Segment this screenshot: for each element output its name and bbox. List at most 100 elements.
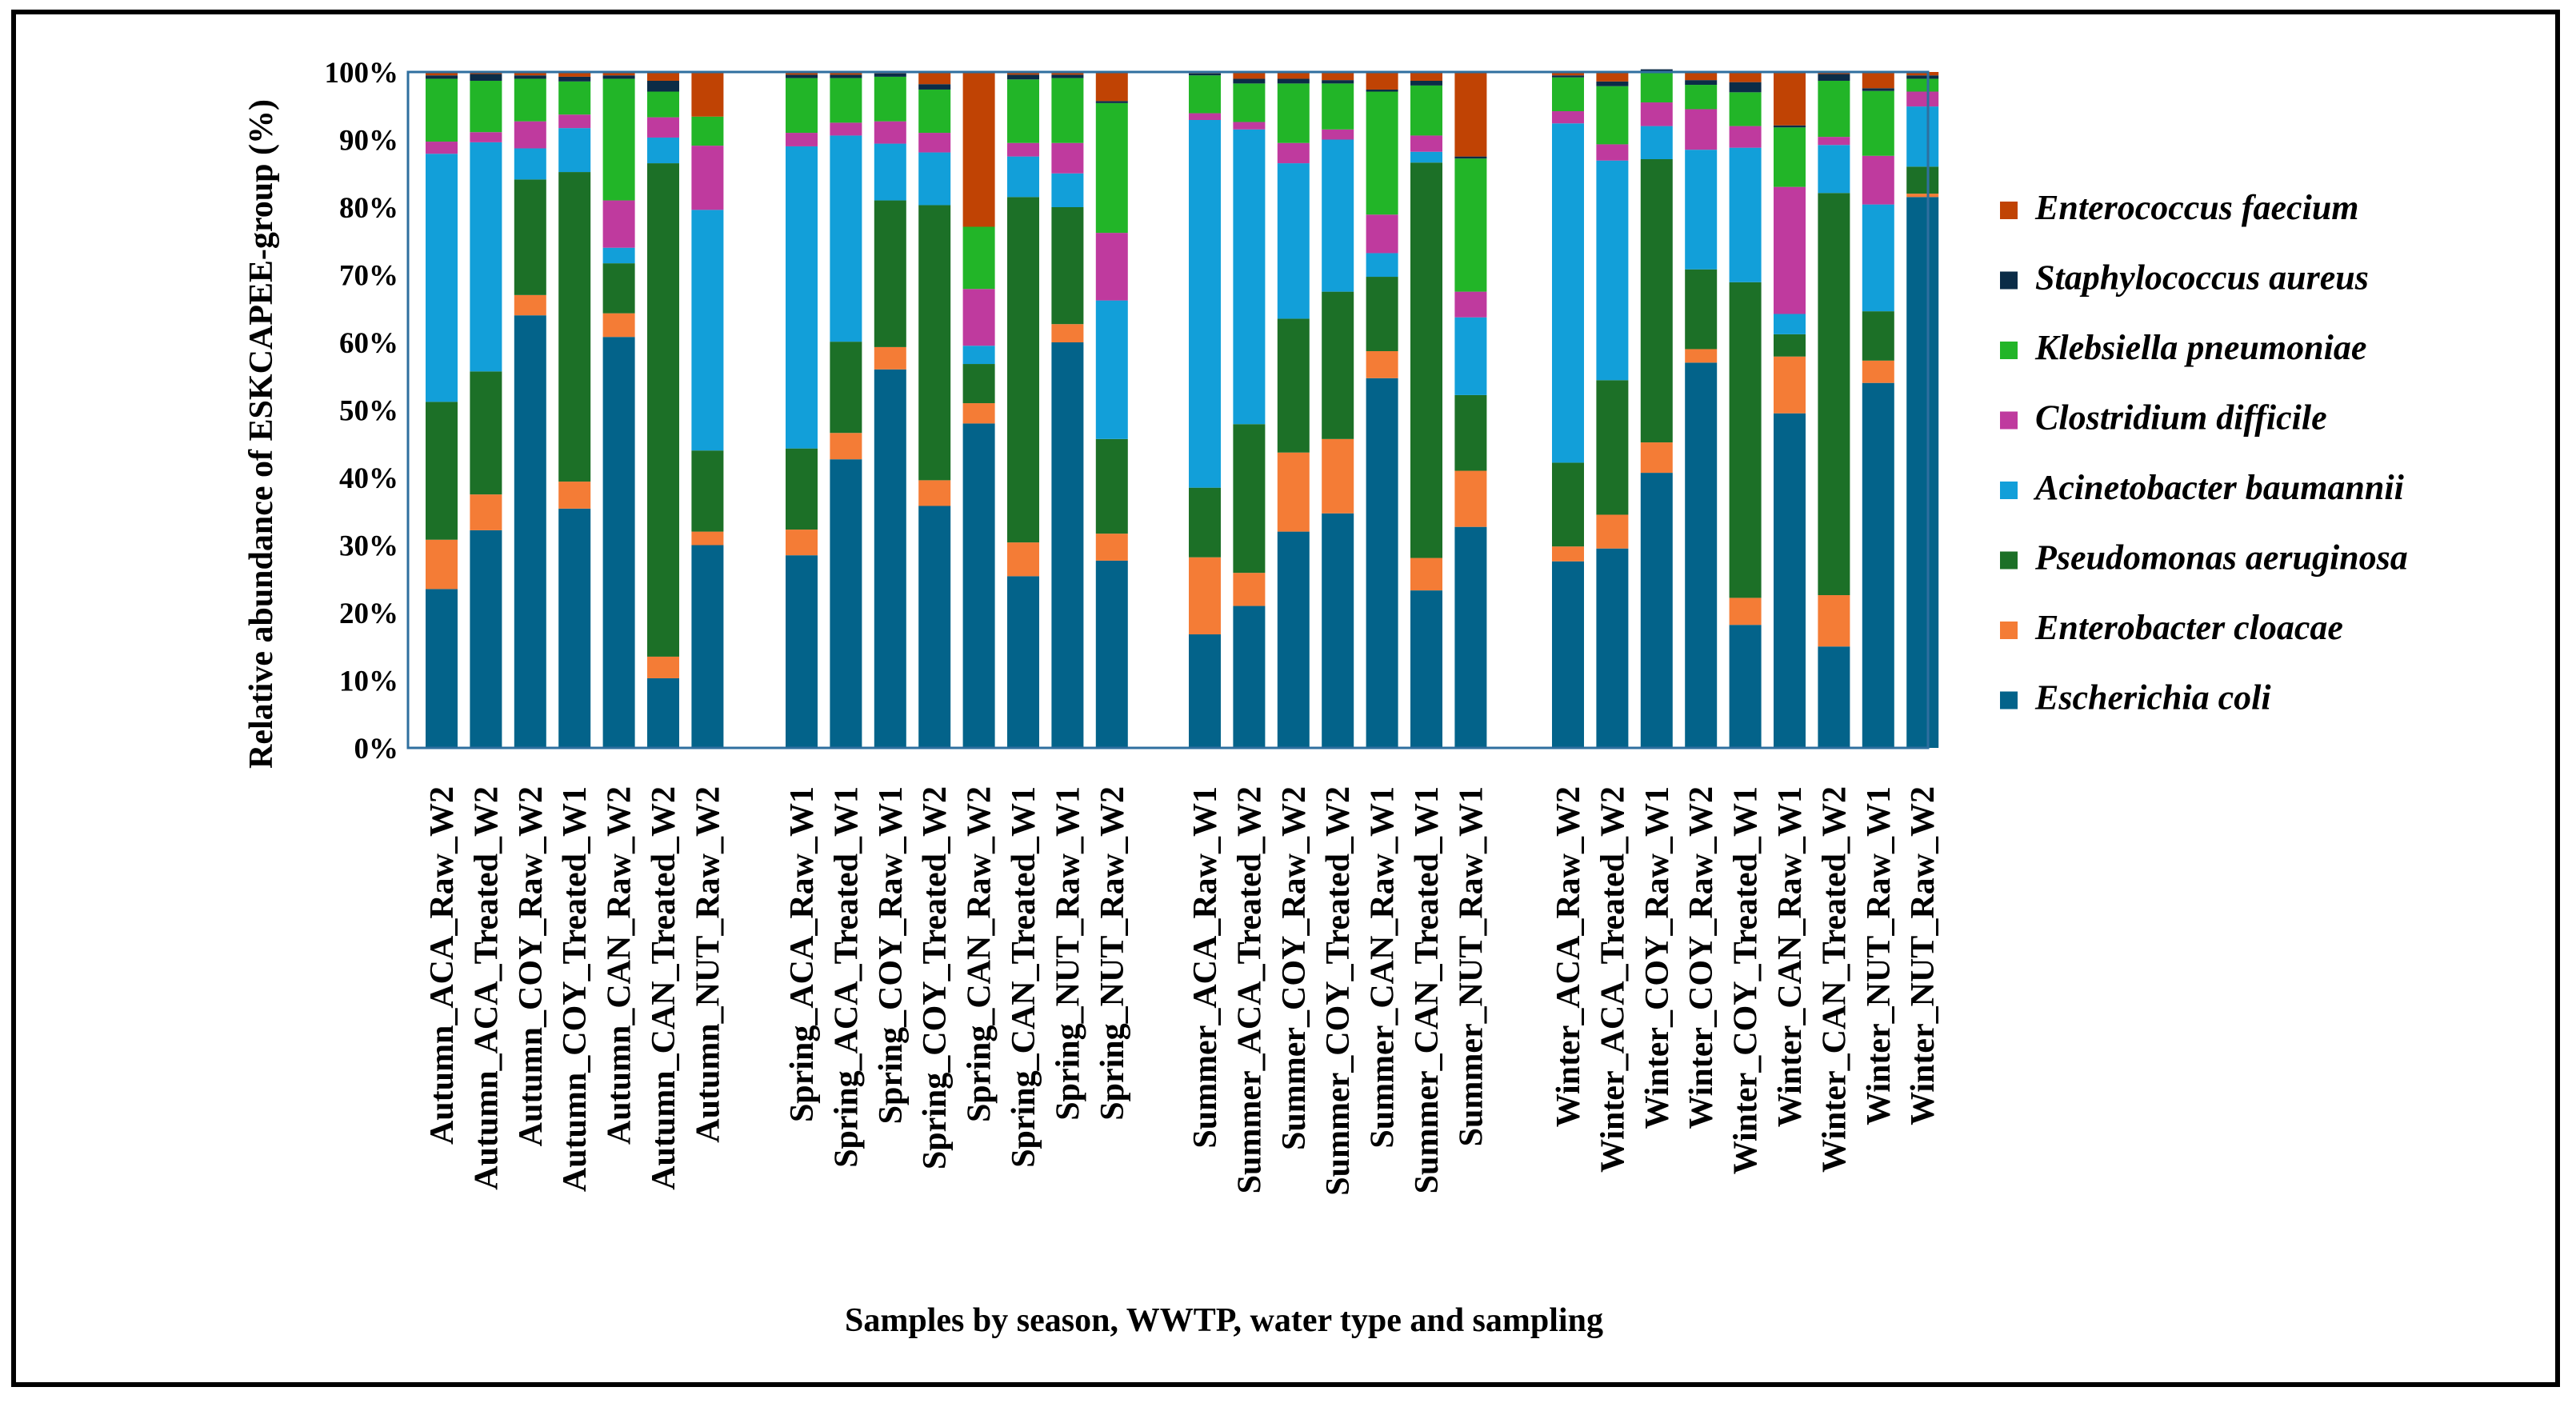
bar-segment <box>514 148 546 180</box>
bar-segment <box>647 656 679 678</box>
bar-segment <box>426 75 458 79</box>
x-category-label: Autumn_ACA_Treated_W2 <box>468 786 505 1190</box>
bar-segment <box>1007 542 1039 577</box>
legend-swatch <box>2000 411 2018 430</box>
legend-label: Enterobacter cloacae <box>2034 608 2343 647</box>
bar-segment <box>1322 139 1354 292</box>
bar-segment <box>1596 72 1629 82</box>
bar-segment <box>426 589 458 748</box>
bar-segment <box>1552 72 1584 76</box>
bars-layer <box>426 69 1939 748</box>
bar-segment <box>514 315 546 748</box>
bar-segment <box>1051 342 1084 748</box>
bar-segment <box>470 530 502 748</box>
bar-segment <box>1051 324 1084 342</box>
bar-segment <box>1051 173 1084 207</box>
bar-segment <box>786 530 818 556</box>
bar-segment <box>558 172 591 482</box>
bar-segment <box>1095 300 1128 439</box>
y-axis-ticks: 0% 10% 20% 30% 40% 50% 60% 70% 80% 90% 100% <box>325 57 399 765</box>
bar-segment <box>962 346 995 365</box>
bar-segment <box>1051 74 1084 78</box>
bar-segment <box>1051 207 1084 325</box>
x-category-label: Winter_COY_Raw_W1 <box>1639 786 1676 1129</box>
bar-segment <box>1685 109 1718 150</box>
bar-segment <box>1454 158 1487 292</box>
bar-segment <box>647 678 679 748</box>
bar-segment <box>830 74 862 78</box>
y-tick-label: 60% <box>339 327 398 360</box>
bar-segment <box>918 72 951 85</box>
bar-segment <box>1233 122 1266 130</box>
bar-segment <box>1774 72 1806 126</box>
plot-area-border <box>406 70 1930 749</box>
bar-segment <box>558 76 591 82</box>
bar-segment <box>602 313 635 338</box>
bar-segment <box>962 226 995 290</box>
bar-segment <box>1552 462 1584 547</box>
y-tick-label: 90% <box>339 125 398 158</box>
x-category-label: Winter_NUT_Raw_W2 <box>1905 786 1942 1125</box>
bar-segment <box>874 73 906 77</box>
bar-segment <box>647 80 679 92</box>
bar-segment <box>1862 311 1894 361</box>
bar-segment <box>874 76 906 122</box>
legend-swatch <box>2000 342 2018 359</box>
legend-swatch <box>2000 691 2018 709</box>
bar-segment <box>1729 147 1762 282</box>
bar-segment <box>1685 150 1718 270</box>
bar-segment <box>1277 318 1310 453</box>
bar-segment <box>1322 513 1354 748</box>
bar-segment <box>1189 557 1221 635</box>
bar-segment <box>1596 144 1629 161</box>
bar-segment <box>426 78 458 142</box>
bar-segment <box>514 78 546 122</box>
bar-segment <box>1818 646 1850 748</box>
bar-segment <box>1774 413 1806 748</box>
bar-segment <box>1906 72 1939 76</box>
bar-segment <box>1410 80 1442 86</box>
bar-segment <box>1410 135 1442 152</box>
bar-segment <box>426 154 458 402</box>
bar-segment <box>1552 561 1584 748</box>
bar-segment <box>647 163 679 657</box>
x-category-label: Spring_COY_Raw_W1 <box>873 786 910 1124</box>
bar-segment <box>1095 102 1128 234</box>
legend-label: Clostridium difficile <box>2035 398 2327 438</box>
bar-segment <box>1233 129 1266 425</box>
bar-segment <box>1640 126 1673 160</box>
bar-segment <box>962 423 995 748</box>
bar-segment <box>1366 253 1398 278</box>
bar-segment <box>830 78 862 123</box>
bar-segment <box>918 133 951 153</box>
legend-swatch <box>2000 271 2018 290</box>
bar-segment <box>874 121 906 144</box>
bar-segment <box>602 247 635 264</box>
bar-segment <box>1906 194 1939 198</box>
bar-segment <box>602 78 635 201</box>
x-category-label: Winter_COY_Raw_W2 <box>1683 786 1720 1129</box>
bar-segment <box>1596 548 1629 748</box>
bar-segment <box>1277 142 1310 164</box>
bar-segment <box>1906 106 1939 167</box>
bar-segment <box>647 72 679 81</box>
bar-segment <box>1051 142 1084 174</box>
bar-segment <box>1189 119 1221 488</box>
bar-segment <box>1322 83 1354 130</box>
x-category-label: Winter_ACA_Raw_W2 <box>1550 786 1587 1127</box>
legend: Enterococcus faecium Staphylococcus aureu… <box>2000 188 2408 717</box>
bar-segment <box>602 75 635 79</box>
legend-label: Escherichia coli <box>2034 678 2271 717</box>
bar-segment <box>558 72 591 77</box>
bar-segment <box>602 337 635 748</box>
bar-segment <box>1366 89 1398 92</box>
x-category-label: Spring_NUT_Raw_W1 <box>1050 786 1086 1121</box>
bar-segment <box>918 89 951 134</box>
bar-segment <box>1007 156 1039 198</box>
y-tick-label: 50% <box>339 395 398 428</box>
y-tick-label: 40% <box>339 462 398 495</box>
bar-segment <box>1366 378 1398 748</box>
bar-segment <box>470 494 502 530</box>
y-tick-label: 10% <box>339 666 398 698</box>
